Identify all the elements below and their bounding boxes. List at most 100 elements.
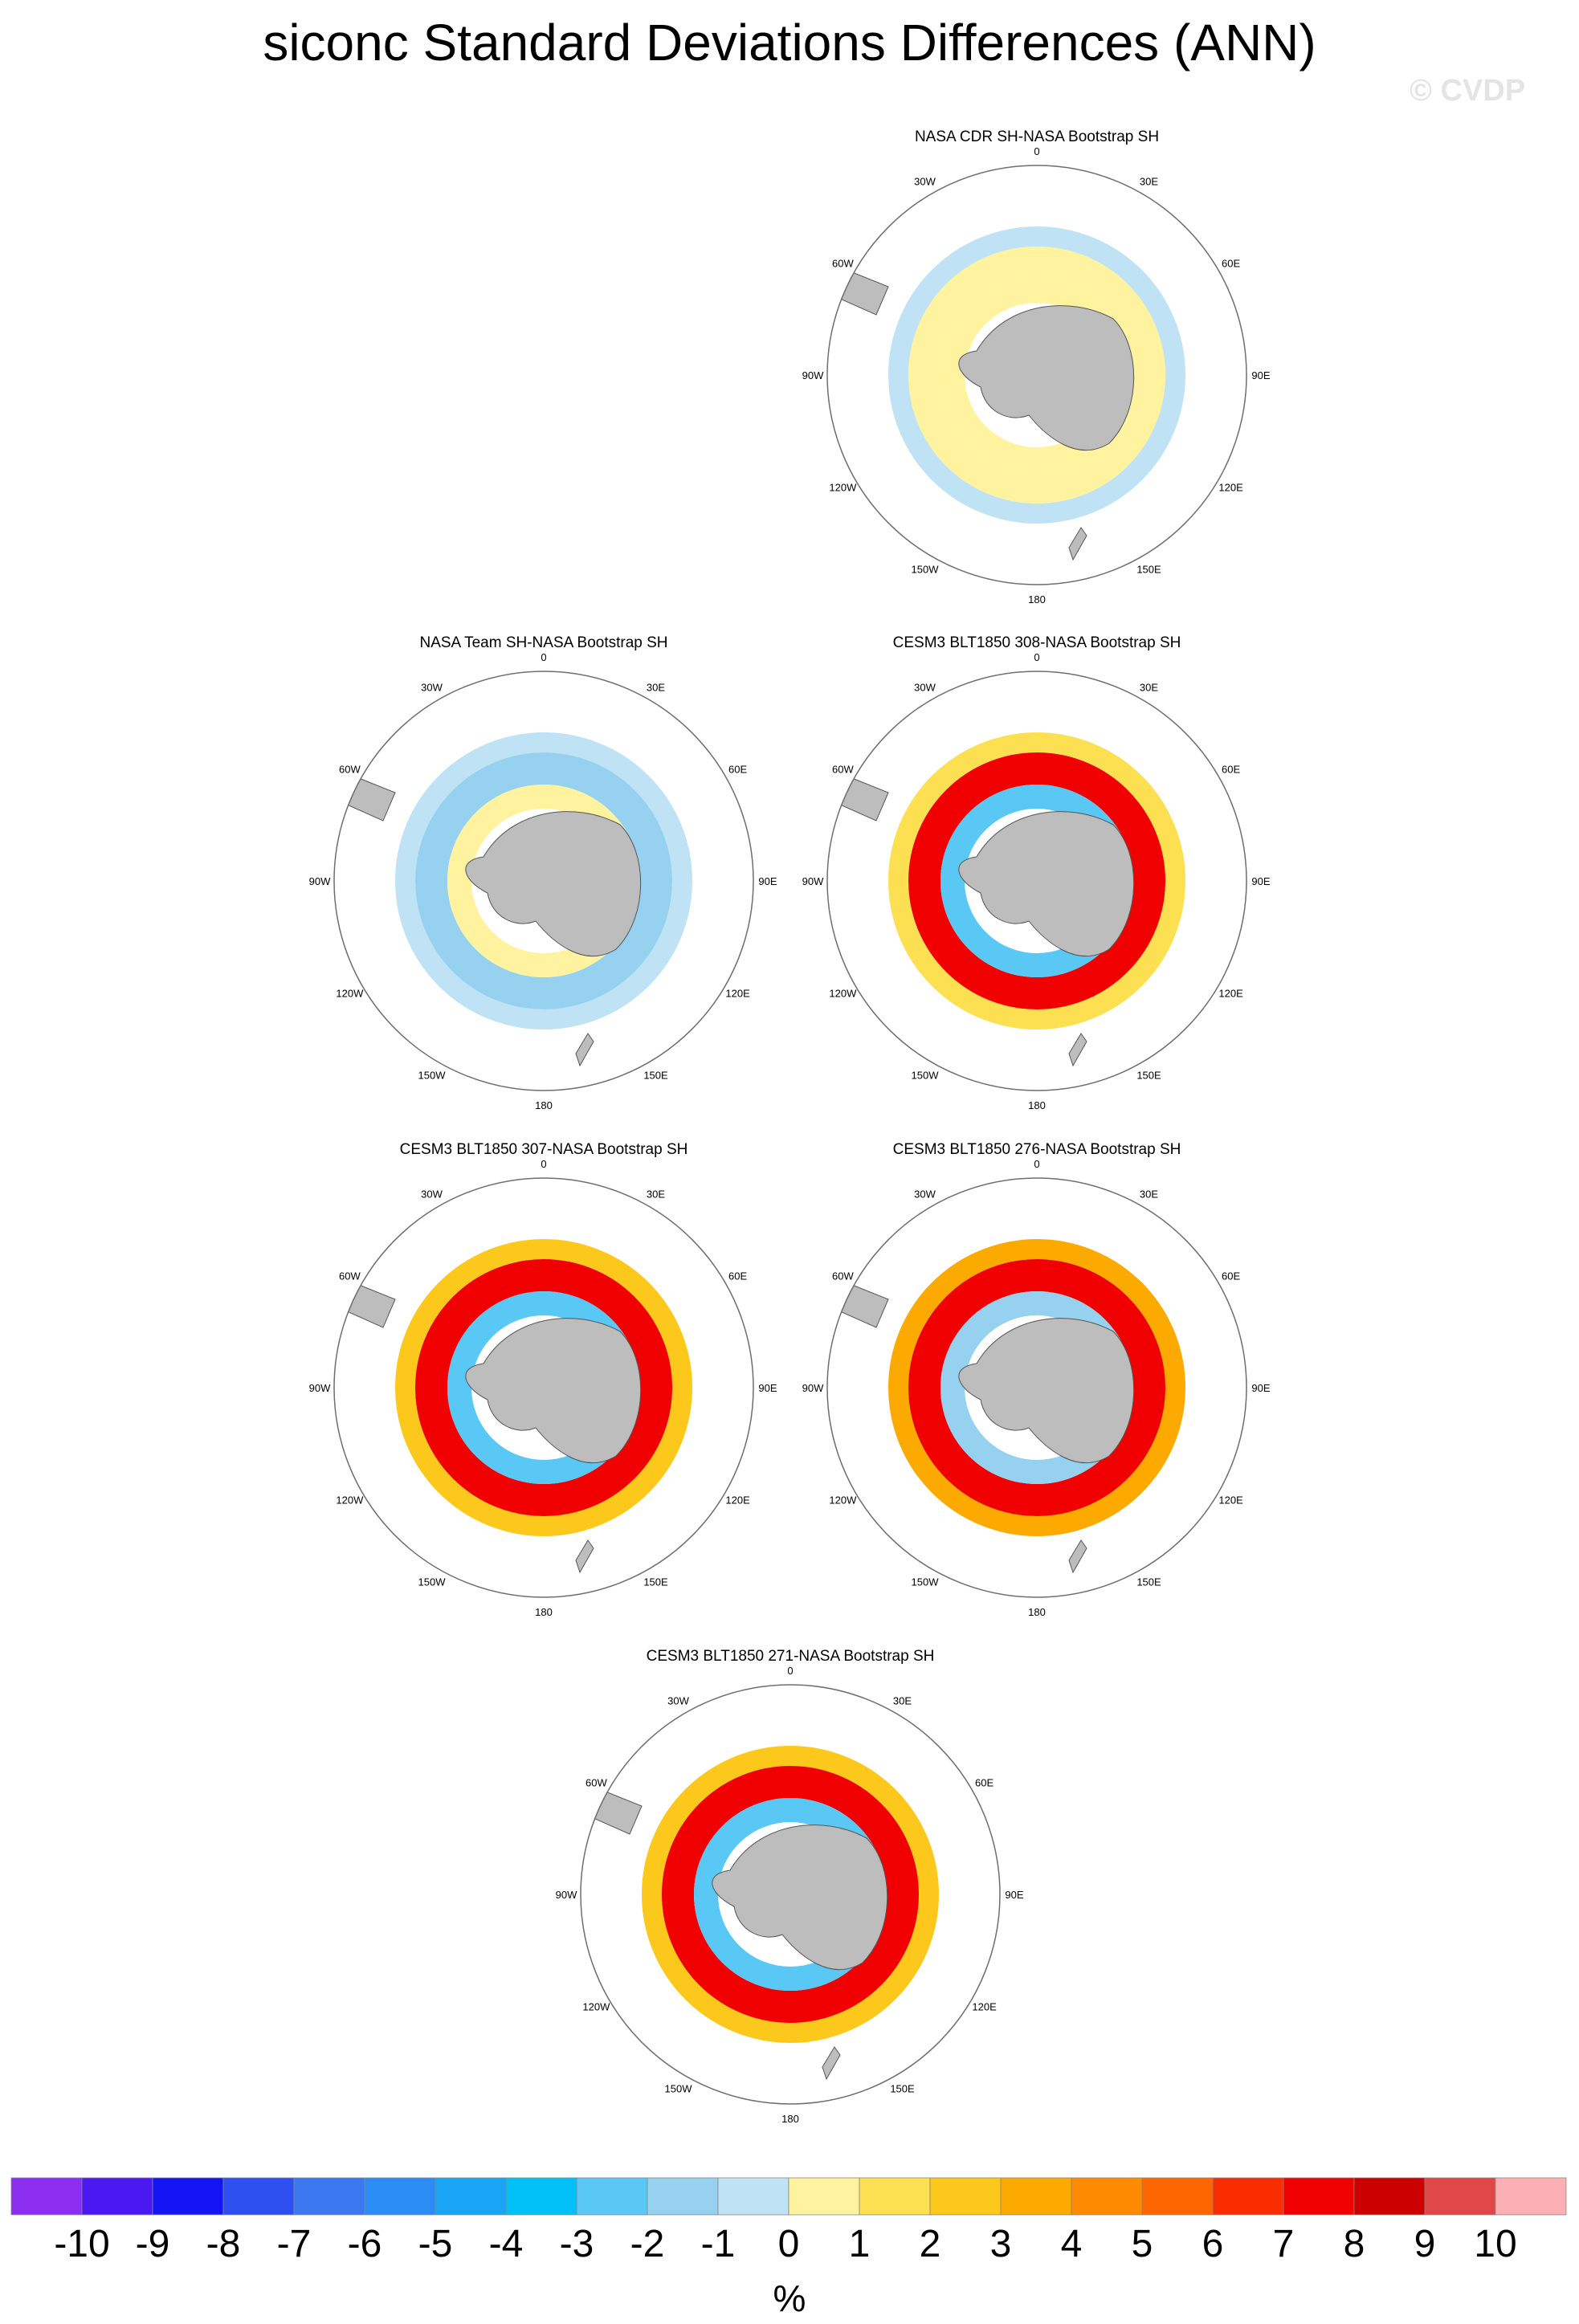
- sea-ice-ring-middle: [662, 1766, 919, 2023]
- longitude-label: 30E: [1140, 1188, 1158, 1200]
- sea-ice-ring-middle: [908, 1259, 1165, 1516]
- longitude-label: 120W: [829, 988, 857, 1000]
- colorbar-tick-label: -6: [348, 2223, 382, 2265]
- antarctica-landmass: [712, 1825, 888, 1971]
- longitude-label: 30W: [914, 681, 936, 693]
- colorbar-box: [1424, 2177, 1496, 2216]
- new-zealand: [575, 1033, 594, 1067]
- colorbar-tick-label: -10: [54, 2223, 109, 2265]
- colorbar-tick-label: -2: [630, 2223, 665, 2265]
- sea-ice-ring-middle: [908, 247, 1165, 504]
- longitude-label: 30W: [914, 175, 936, 187]
- south-america-tip: [839, 270, 889, 316]
- longitude-label: 120E: [1218, 482, 1243, 494]
- longitude-label: 60W: [832, 1270, 854, 1282]
- longitude-label: 150W: [418, 1576, 447, 1588]
- longitude-label: 180: [1028, 1606, 1046, 1618]
- longitude-label: 30W: [914, 1188, 936, 1200]
- antarctica-landmass: [465, 1318, 642, 1464]
- longitude-label: 0: [1034, 145, 1039, 157]
- panel-title: CESM3 BLT1850 308-NASA Bootstrap SH: [893, 634, 1181, 651]
- longitude-label: 180: [535, 1099, 553, 1111]
- longitude-label: 120E: [972, 2001, 997, 2013]
- new-zealand: [822, 2046, 841, 2081]
- map-panel: NASA Team SH-NASA Bootstrap SH0 30E 60E 90E…: [309, 634, 777, 1111]
- sea-ice-ring-middle: [415, 752, 672, 1009]
- longitude-label: 150W: [665, 2083, 693, 2095]
- sea-ice-ring-outer: [888, 226, 1185, 524]
- longitude-label: 120W: [829, 1494, 857, 1507]
- longitude-label: 60W: [832, 764, 854, 776]
- colorbar: -10 -9 -8 -7 -6 -5 -4 -3 -2 -1 0 1 2 3 4 5 6 7 8 9 10%: [10, 2177, 1567, 2319]
- longitude-label: 120E: [725, 988, 750, 1000]
- colorbar-tick-label: 1: [849, 2223, 871, 2265]
- map-boundary: [580, 1684, 1001, 2105]
- map-boundary: [826, 1177, 1247, 1598]
- longitude-label: 90E: [1251, 1382, 1270, 1394]
- longitude-label: 0: [787, 1665, 793, 1677]
- longitude-label: 90E: [758, 1382, 777, 1394]
- longitude-label: 30E: [647, 1188, 665, 1200]
- longitude-label: 90E: [1251, 875, 1270, 887]
- longitude-label: 150W: [912, 1070, 940, 1082]
- longitude-label: 120W: [336, 1494, 364, 1507]
- longitude-label: 120E: [1218, 988, 1243, 1000]
- new-zealand: [1068, 527, 1087, 561]
- longitude-label: 60W: [585, 1777, 607, 1789]
- antarctica-landmass: [958, 811, 1135, 957]
- colorbar-tick-label: 0: [778, 2223, 800, 2265]
- colorbar-tick-label: -9: [136, 2223, 170, 2265]
- longitude-label: 60E: [728, 764, 747, 776]
- south-america-tip: [839, 1282, 889, 1328]
- colorbar-tick-label: 8: [1344, 2223, 1365, 2265]
- antarctica-landmass: [958, 1318, 1135, 1464]
- longitude-label: 30W: [421, 1188, 443, 1200]
- longitude-label: 0: [541, 651, 546, 663]
- longitude-label: 90W: [309, 1382, 331, 1394]
- longitude-label: 90E: [1005, 1889, 1023, 1901]
- colorbar-box: [1353, 2177, 1426, 2216]
- longitude-label: 30W: [667, 1694, 689, 1706]
- colorbar-tick-label: -4: [489, 2223, 524, 2265]
- longitude-label: 60E: [728, 1270, 747, 1282]
- longitude-label: 180: [1028, 1099, 1046, 1111]
- colorbar-box: [1071, 2177, 1143, 2216]
- longitude-label: 180: [535, 1606, 553, 1618]
- new-zealand: [1068, 1033, 1087, 1067]
- colorbar-tick-label: -5: [418, 2223, 453, 2265]
- antarctica-landmass: [465, 811, 642, 957]
- south-america-tip: [593, 1789, 643, 1835]
- longitude-label: 150W: [418, 1070, 447, 1082]
- longitude-label: 90W: [802, 1382, 824, 1394]
- sea-ice-ring-middle: [415, 1259, 672, 1516]
- longitude-label: 180: [1028, 593, 1046, 605]
- colorbar-tick-label: -3: [560, 2223, 594, 2265]
- colorbar-tick-label: 9: [1414, 2223, 1436, 2265]
- longitude-label: 150E: [1136, 1070, 1161, 1082]
- longitude-label: 120E: [1218, 1494, 1243, 1507]
- colorbar-tick-label: 10: [1474, 2223, 1516, 2265]
- longitude-label: 0: [1034, 1158, 1039, 1170]
- colorbar-box: [1495, 2177, 1567, 2216]
- colorbar-tick-label: 2: [920, 2223, 941, 2265]
- longitude-label: 120W: [336, 988, 364, 1000]
- map-panel: CESM3 BLT1850 307-NASA Bootstrap SH0 30E 6…: [309, 1141, 777, 1618]
- longitude-label: 30W: [421, 681, 443, 693]
- sea-ice-ring-outer: [395, 732, 692, 1029]
- colorbar-box: [788, 2177, 860, 2216]
- colorbar-tick-label: 3: [990, 2223, 1012, 2265]
- longitude-label: 30E: [1140, 681, 1158, 693]
- longitude-label: 30E: [1140, 175, 1158, 187]
- map-panel: NASA CDR SH-NASA Bootstrap SH0 30E 60E 90E 1…: [802, 128, 1271, 605]
- south-america-tip: [839, 776, 889, 822]
- longitude-label: 150W: [912, 564, 940, 576]
- longitude-label: 0: [541, 1158, 546, 1170]
- longitude-label: 60W: [339, 764, 361, 776]
- colorbar-box: [81, 2177, 153, 2216]
- copyright-watermark: © CVDP: [1410, 74, 1526, 108]
- colorbar-box: [859, 2177, 931, 2216]
- colorbar-box: [717, 2177, 790, 2216]
- sea-ice-ring-outer: [395, 1239, 692, 1536]
- colorbar-box: [364, 2177, 436, 2216]
